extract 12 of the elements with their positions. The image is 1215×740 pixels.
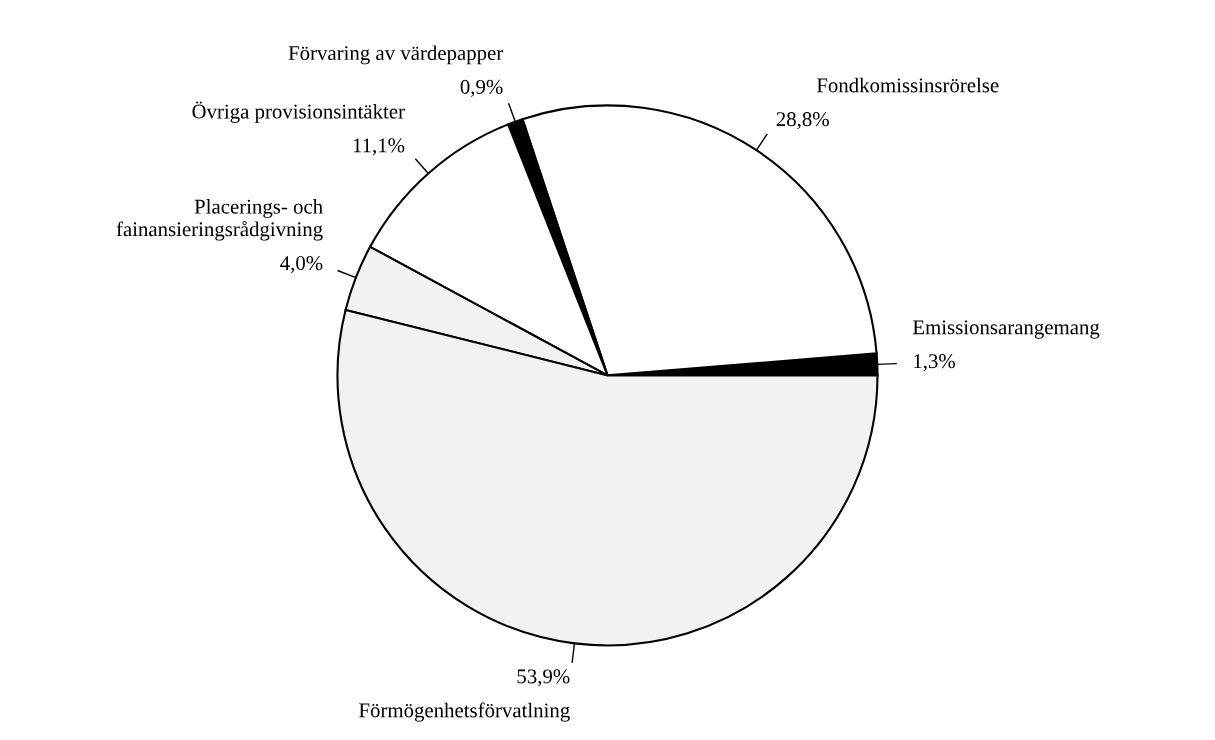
slice-label: Fondkomissinsrörelse: [816, 77, 999, 93]
data-label: 1,3%: [914, 354, 956, 372]
data-label: 4,0%: [280, 256, 323, 274]
slice-label: Emissionsarangemang: [912, 320, 1100, 339]
slice-label: Övriga provisionsintäkter: [192, 101, 405, 123]
slice-label: Placerings- och fainansieringsrådgivning: [116, 199, 323, 241]
data-label: 11,1%: [353, 138, 405, 156]
data-label: 0,9%: [460, 79, 503, 97]
slice-label: Förmögenhetsförvatlning: [359, 702, 570, 722]
data-label: 28,8%: [776, 112, 829, 130]
data-label: 53,9%: [517, 669, 570, 687]
slice-label: Förvaring av värdepapper: [288, 45, 504, 65]
